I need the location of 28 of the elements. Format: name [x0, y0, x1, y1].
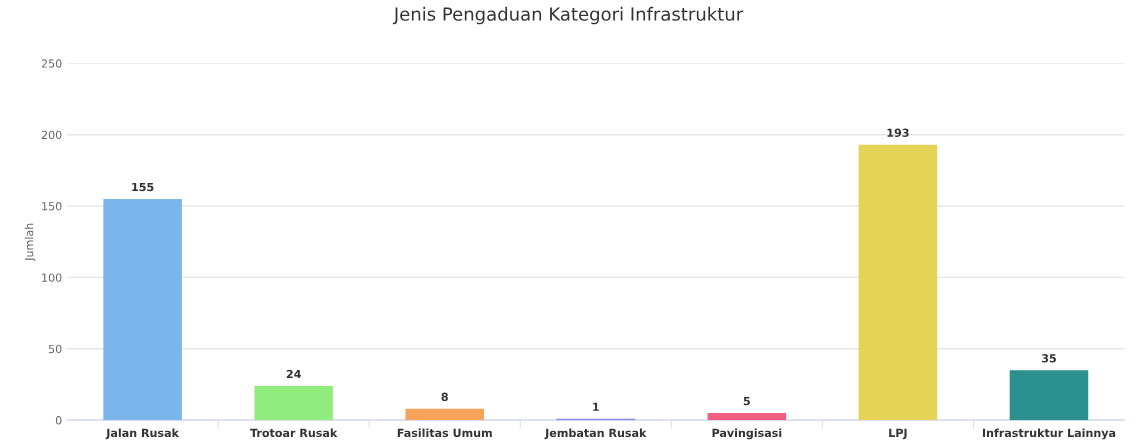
data-label: 5: [743, 397, 750, 406]
x-tick-label: Infrastruktur Lainnya: [982, 428, 1116, 440]
x-tick-label: LPJ: [889, 428, 907, 440]
x-tick-label: Jembatan Rusak: [544, 428, 647, 440]
y-tick-label: 200: [41, 130, 62, 140]
bar: [405, 408, 484, 421]
bar: [858, 144, 938, 421]
data-label: 24: [286, 369, 301, 379]
y-tick-label: 0: [55, 416, 62, 425]
x-tick-label: Fasilitas Umum: [397, 428, 492, 438]
y-tick-label: 150: [42, 202, 62, 211]
x-tick-label: Pavingisasi: [712, 428, 782, 440]
y-tick-label: 100: [42, 273, 62, 282]
x-tick-label: Jalan Rusak: [105, 428, 180, 440]
y-tick-label: 250: [41, 59, 62, 68]
data-label: 35: [1041, 354, 1056, 363]
bar: [254, 385, 333, 421]
data-label: 1: [593, 402, 599, 411]
bar: [1009, 370, 1089, 421]
y-axis-title: Jumlah: [24, 223, 36, 262]
data-label: 8: [441, 392, 448, 402]
data-label: 155: [132, 182, 154, 192]
x-tick-label: Trotoar Rusak: [250, 428, 338, 438]
data-label: 193: [887, 128, 909, 137]
y-tick-label: 50: [48, 344, 62, 354]
chart-title: Jenis Pengaduan Kategori Infrastruktur: [392, 6, 744, 25]
bar: [707, 413, 787, 421]
bar: [103, 198, 182, 421]
